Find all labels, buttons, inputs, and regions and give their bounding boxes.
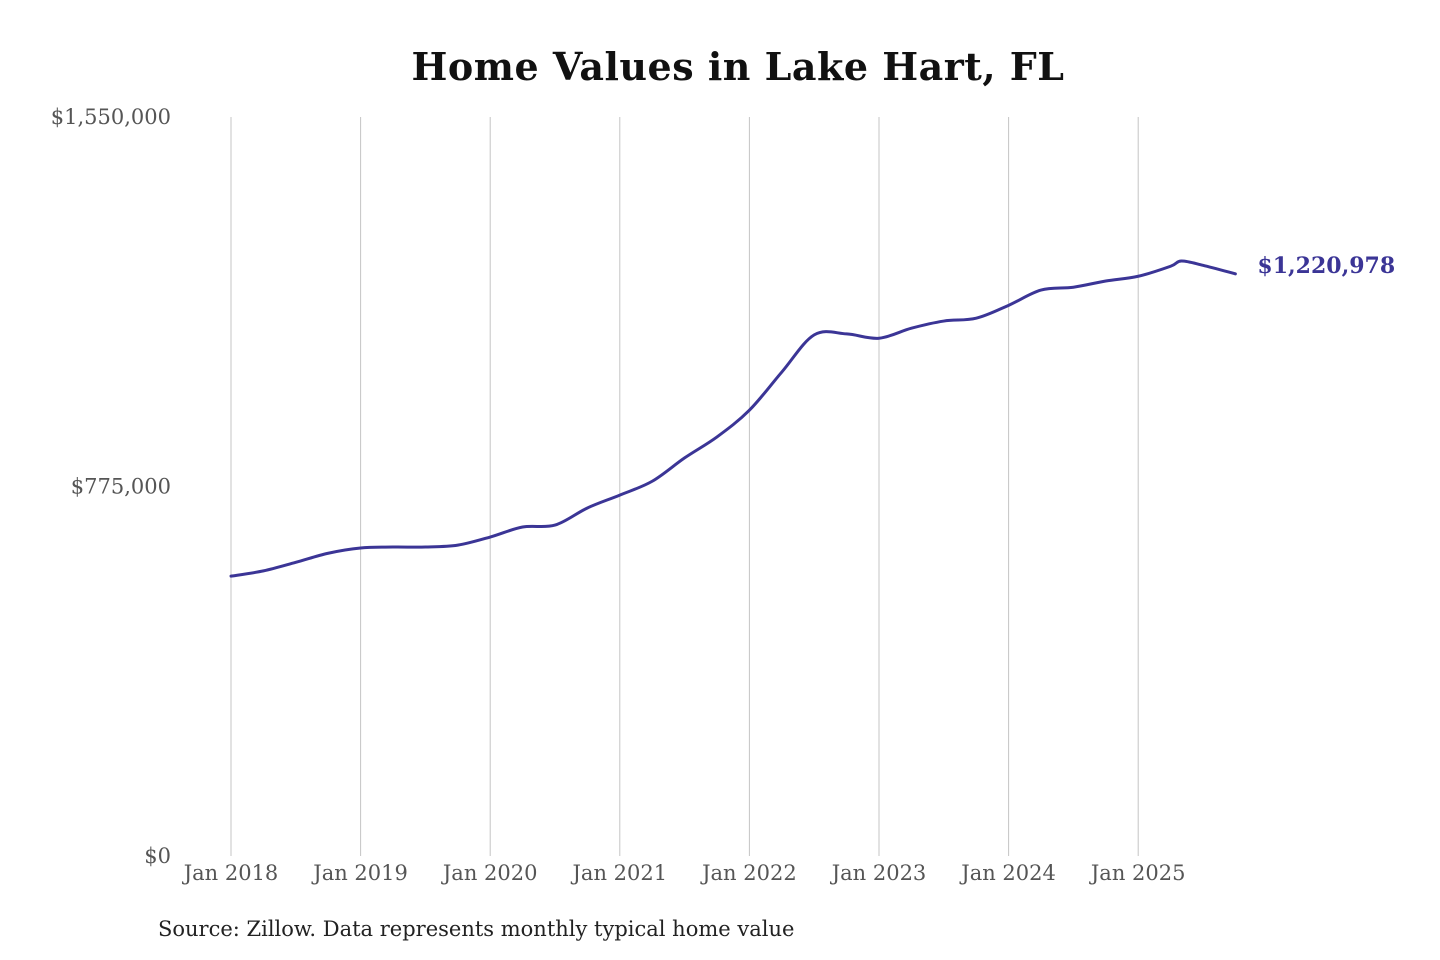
y-tick-label: $775,000	[71, 475, 171, 499]
chart-title: Home Values in Lake Hart, FL	[411, 44, 1065, 89]
y-tick-label: $0	[144, 844, 171, 868]
x-tick-label: Jan 2023	[830, 861, 927, 885]
series-line	[229, 259, 1237, 578]
end-value-label: $1,220,978	[1257, 253, 1395, 279]
y-tick-label: $1,550,000	[51, 105, 171, 129]
x-tick-label: Jan 2018	[182, 861, 279, 885]
x-tick-label: Jan 2024	[959, 861, 1056, 885]
x-tick-label: Jan 2019	[311, 861, 408, 885]
x-tick-label: Jan 2025	[1089, 861, 1186, 885]
source-note: Source: Zillow. Data represents monthly …	[158, 917, 795, 941]
x-tick-label: Jan 2022	[700, 861, 797, 885]
x-tick-label: Jan 2021	[571, 861, 668, 885]
x-tick-label: Jan 2020	[441, 861, 538, 885]
